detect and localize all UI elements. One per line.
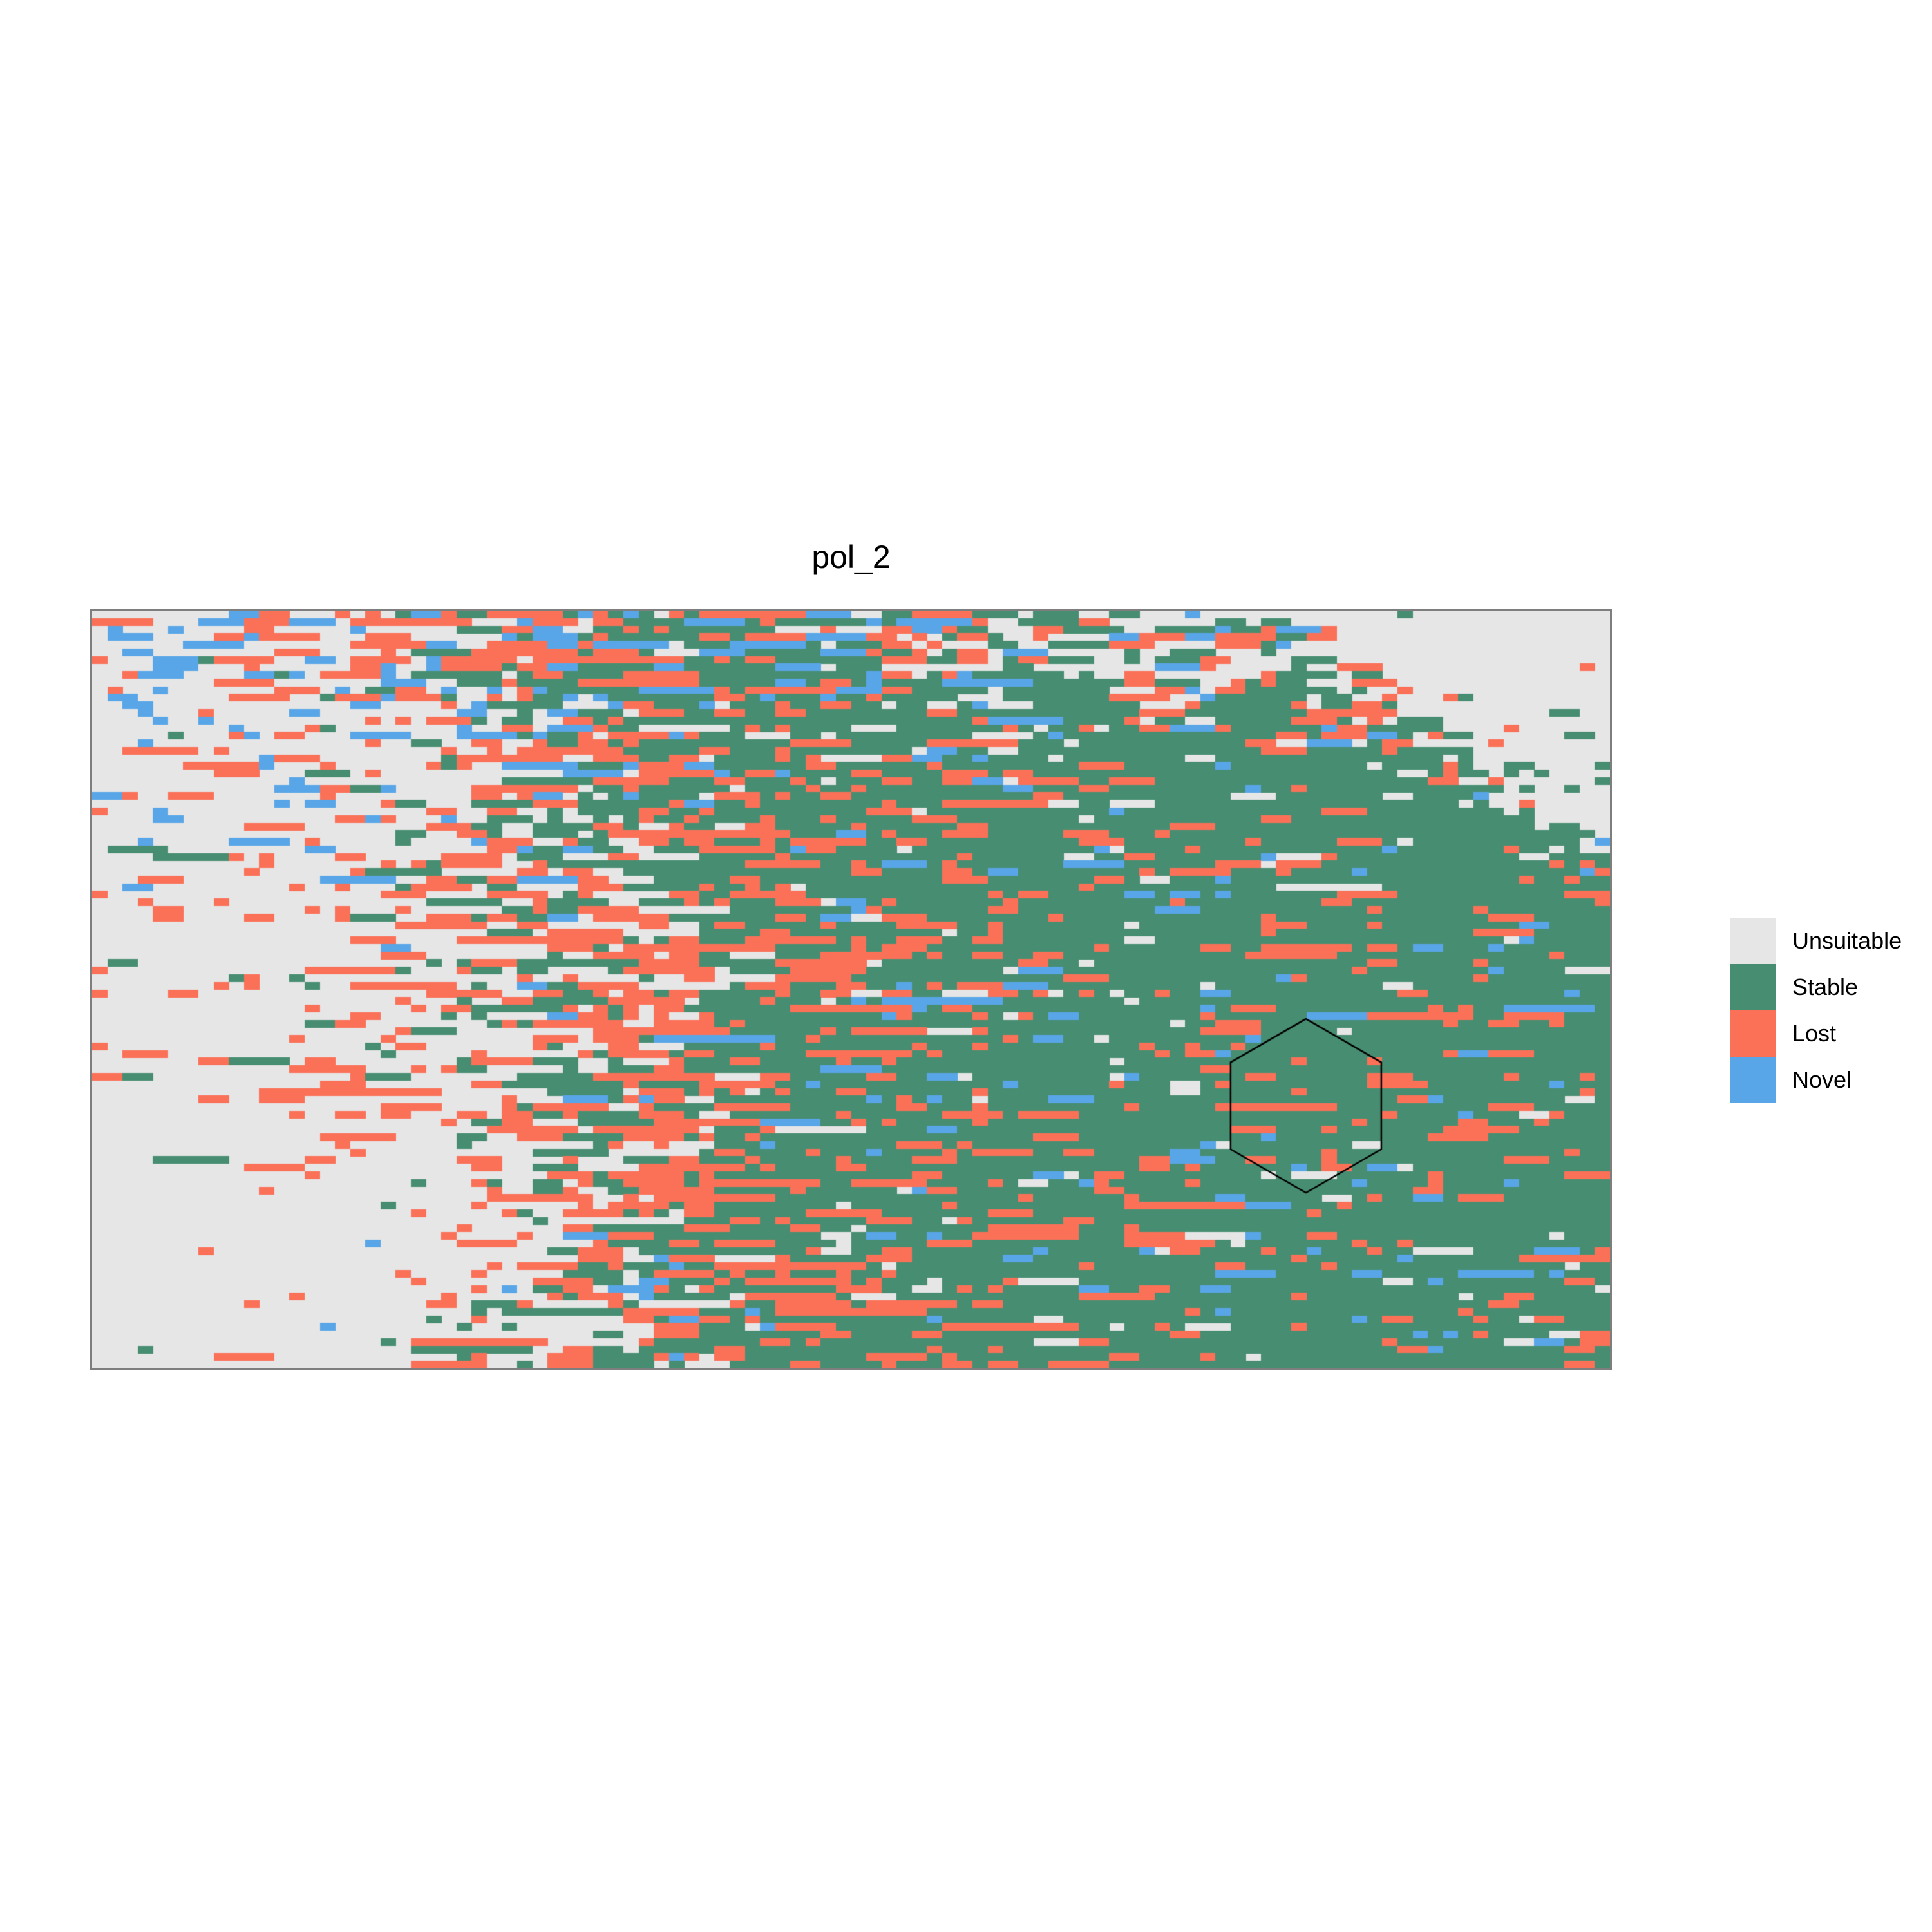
legend-swatch-novel (1730, 1057, 1776, 1103)
legend-label-unsuitable: Unsuitable (1792, 927, 1902, 954)
legend-item-stable: Stable (1730, 964, 1902, 1010)
legend-swatch-stable (1730, 964, 1776, 1010)
chart-title: pol_2 (811, 539, 891, 575)
legend-swatch-unsuitable (1730, 918, 1776, 964)
legend-label-stable: Stable (1792, 974, 1859, 1000)
legend-label-lost: Lost (1792, 1020, 1837, 1046)
raster-canvas (92, 611, 1610, 1368)
legend-item-unsuitable: Unsuitable (1730, 918, 1902, 964)
legend: Unsuitable Stable Lost Novel (1730, 918, 1902, 1103)
legend-item-lost: Lost (1730, 1010, 1902, 1057)
legend-item-novel: Novel (1730, 1057, 1902, 1103)
legend-swatch-lost (1730, 1010, 1776, 1057)
plot-panel (90, 609, 1612, 1370)
legend-label-novel: Novel (1792, 1066, 1852, 1093)
